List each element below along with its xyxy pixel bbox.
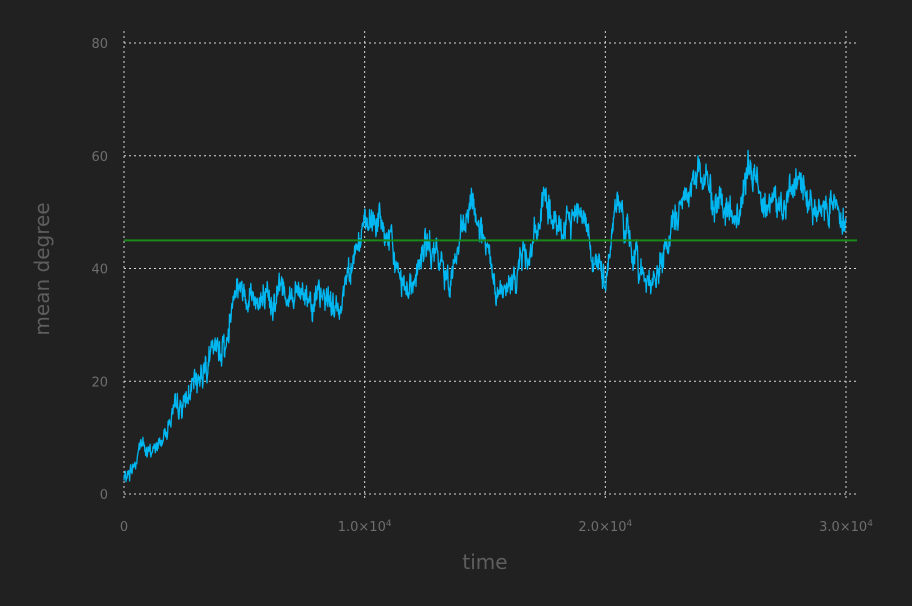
- y-tick-label: 0: [100, 488, 108, 503]
- x-tick-label: 0: [120, 520, 128, 535]
- x-tick-label: 1.0×104: [338, 519, 392, 535]
- x-axis-label: time: [462, 550, 507, 574]
- series-line-mean-degree: [123, 149, 847, 483]
- y-tick-label: 40: [91, 263, 108, 278]
- y-tick-label: 20: [91, 375, 108, 390]
- x-tick-label: 2.0×104: [578, 519, 632, 535]
- x-tick-label: 3.0×104: [819, 519, 873, 535]
- tick-labels: 0 20 40 60 80 0 1.0×104 2.0×104 3.0×104: [91, 37, 873, 535]
- y-tick-label: 60: [91, 150, 108, 165]
- series-layer: [123, 149, 857, 483]
- grid-lines: [123, 31, 857, 498]
- y-axis-label: mean degree: [30, 202, 54, 335]
- y-tick-label: 80: [91, 37, 108, 52]
